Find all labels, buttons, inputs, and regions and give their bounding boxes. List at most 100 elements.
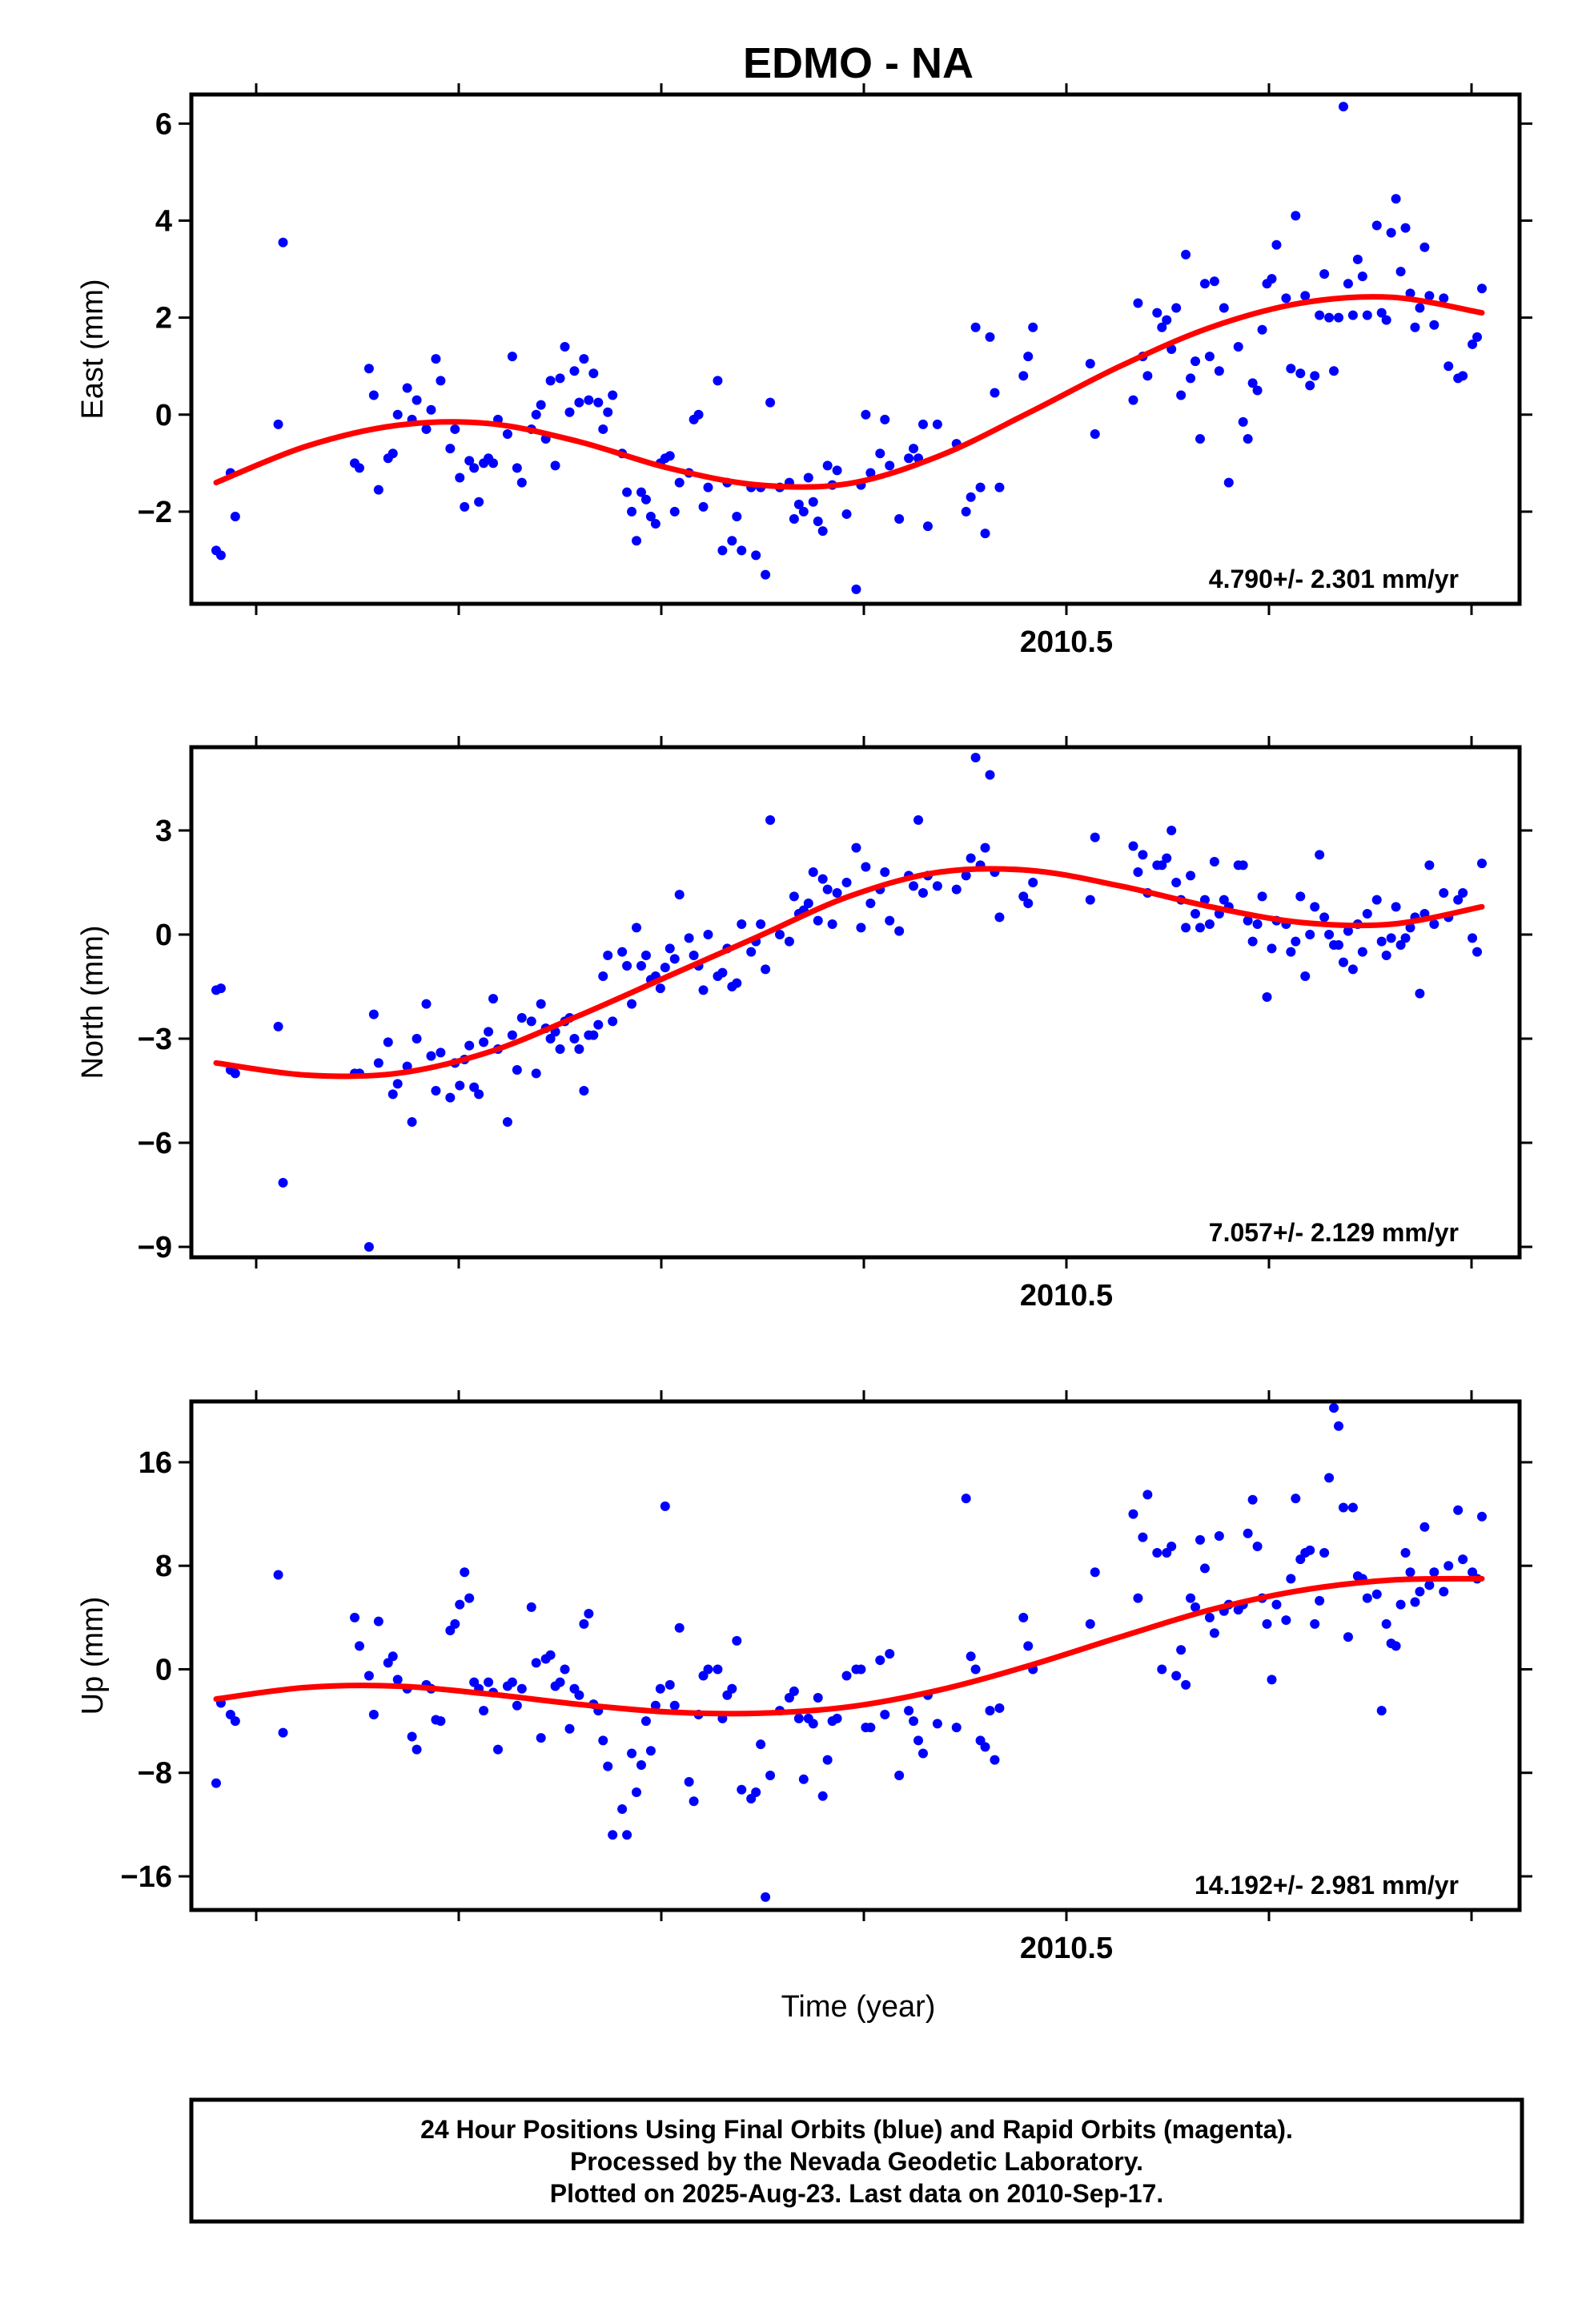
- data-point: [817, 1791, 828, 1801]
- data-point: [392, 1675, 403, 1685]
- data-point: [875, 1655, 885, 1666]
- data-point: [717, 545, 728, 556]
- data-point: [822, 1755, 833, 1765]
- data-point: [917, 419, 928, 429]
- velocity-label: 14.192+/- 2.981 mm/yr: [1195, 1871, 1459, 1900]
- data-point: [593, 1019, 604, 1030]
- data-point: [1376, 936, 1387, 947]
- data-point: [732, 1635, 742, 1646]
- data-point: [531, 409, 541, 420]
- data-point: [622, 1830, 632, 1840]
- data-point: [502, 429, 512, 439]
- data-point: [1429, 1567, 1439, 1578]
- data-point: [603, 1761, 613, 1771]
- data-point: [1391, 902, 1401, 912]
- data-point: [387, 448, 398, 459]
- data-point: [970, 1664, 981, 1675]
- data-point: [856, 923, 866, 933]
- data-point: [1243, 434, 1253, 444]
- data-point: [669, 506, 680, 517]
- data-point: [1018, 1612, 1029, 1622]
- data-point: [215, 983, 226, 994]
- data-point: [574, 1690, 584, 1700]
- data-point: [1138, 1532, 1148, 1542]
- data-point: [431, 354, 441, 364]
- data-point: [1176, 1645, 1186, 1655]
- data-point: [841, 878, 852, 887]
- data-point: [737, 545, 747, 556]
- data-point: [545, 376, 556, 386]
- data-point: [1371, 895, 1382, 905]
- y-tick-label: 0: [155, 1653, 172, 1687]
- y-tick-label: −2: [138, 496, 172, 529]
- data-point: [1357, 271, 1367, 282]
- data-point: [278, 1727, 288, 1738]
- data-point: [1371, 1589, 1382, 1599]
- data-point: [622, 487, 632, 497]
- data-point: [1424, 291, 1435, 301]
- data-point: [1085, 359, 1095, 369]
- data-point: [865, 468, 876, 478]
- data-point: [774, 930, 785, 939]
- data-point: [215, 550, 226, 561]
- data-point: [1395, 940, 1406, 950]
- data-point: [555, 373, 565, 384]
- data-point: [1305, 1545, 1315, 1555]
- data-point: [1018, 891, 1029, 902]
- data-point: [765, 1770, 776, 1780]
- data-point: [727, 1683, 737, 1694]
- data-point: [894, 1770, 905, 1780]
- data-point: [1133, 867, 1143, 877]
- data-point: [627, 999, 637, 1009]
- data-point: [1214, 366, 1224, 376]
- data-point: [917, 888, 928, 898]
- data-point: [1391, 1641, 1401, 1651]
- data-point: [765, 397, 776, 408]
- data-point: [684, 933, 694, 943]
- data-point: [1023, 1641, 1034, 1651]
- data-point: [1023, 899, 1034, 908]
- data-point: [412, 1034, 422, 1043]
- data-point: [1204, 919, 1215, 929]
- data-point: [1271, 1599, 1282, 1610]
- data-point: [985, 770, 995, 780]
- data-point: [737, 919, 747, 929]
- data-point: [1310, 1618, 1320, 1629]
- data-point: [640, 494, 651, 505]
- data-point: [1028, 322, 1038, 332]
- data-point: [1204, 1612, 1215, 1622]
- data-point: [803, 899, 813, 908]
- data-point: [1209, 857, 1219, 866]
- data-point: [684, 1777, 694, 1787]
- data-point: [1334, 1421, 1344, 1431]
- data-point: [392, 409, 403, 420]
- data-point: [1458, 888, 1468, 898]
- data-point: [865, 1723, 876, 1733]
- data-point: [1315, 850, 1325, 860]
- data-point: [1199, 1563, 1210, 1574]
- data-point: [703, 930, 713, 939]
- data-point: [1238, 860, 1248, 870]
- data-point: [1362, 1593, 1372, 1603]
- data-point: [1243, 915, 1253, 926]
- data-point: [1085, 1618, 1095, 1629]
- data-point: [1347, 1502, 1358, 1513]
- data-point: [727, 536, 737, 546]
- data-point: [966, 492, 976, 502]
- data-point: [593, 397, 604, 408]
- data-point: [588, 1030, 599, 1040]
- data-point: [1338, 102, 1348, 112]
- data-point: [1191, 909, 1201, 919]
- data-point: [1381, 315, 1391, 325]
- data-point: [273, 1570, 283, 1580]
- data-point: [1405, 1567, 1415, 1578]
- data-point: [598, 424, 608, 434]
- data-point: [230, 1068, 240, 1079]
- data-point: [1133, 298, 1143, 308]
- data-point: [922, 521, 933, 532]
- data-point: [1472, 947, 1483, 957]
- data-point: [363, 1671, 374, 1681]
- data-point: [579, 1086, 589, 1096]
- data-point: [584, 1608, 594, 1618]
- data-point: [488, 994, 499, 1004]
